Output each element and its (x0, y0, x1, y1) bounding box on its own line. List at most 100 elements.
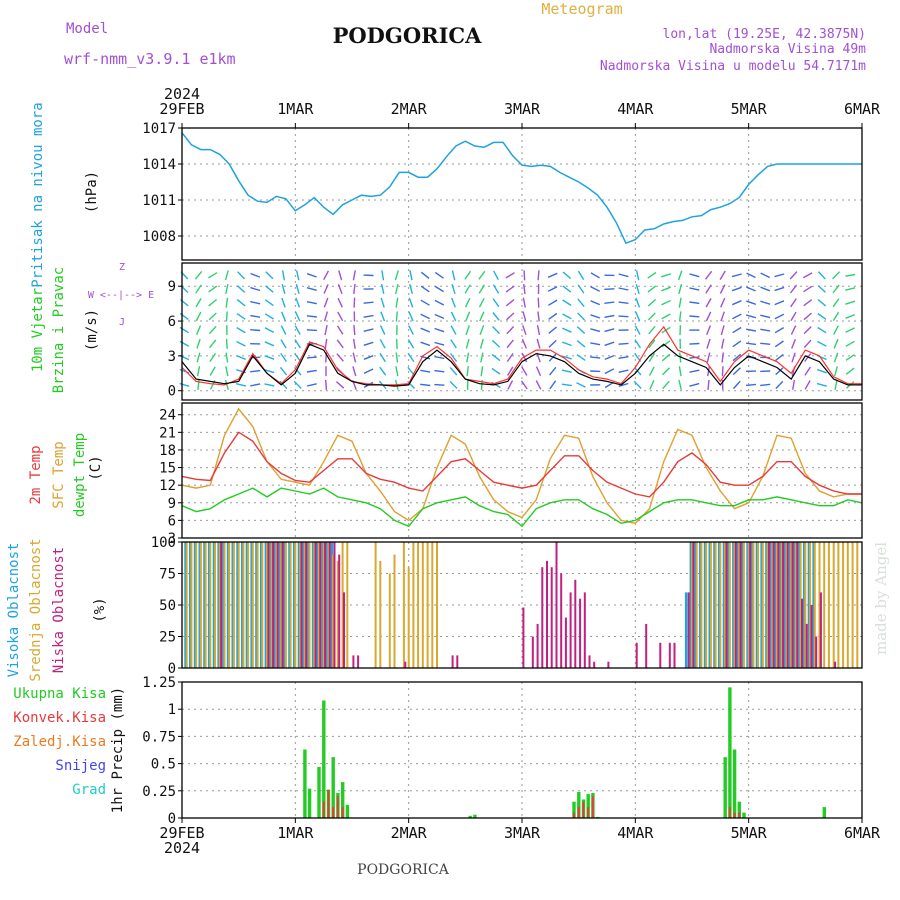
mid-cloud-bar (251, 542, 254, 668)
wind-arrow (250, 369, 261, 373)
mid-cloud-bar (823, 542, 826, 668)
mid-cloud-bar (242, 542, 245, 668)
high-cloud-bar (222, 542, 225, 668)
legend-convective-rain: Konvek.Kisa (13, 710, 106, 726)
wind-arrow (689, 382, 700, 387)
wind-arrow (363, 355, 374, 360)
wind-arrow (577, 284, 585, 294)
wind-arrow (337, 311, 344, 322)
low-cloud-bar (607, 661, 610, 668)
wind-arrow (323, 270, 330, 281)
wind-arrow (720, 297, 726, 308)
wind-arrow (604, 368, 615, 375)
mid-cloud-bar (204, 542, 207, 668)
high-cloud-bar (736, 542, 740, 668)
high-cloud-bar (316, 542, 319, 668)
bottom-time-tick: 5MAR (731, 824, 768, 842)
wind-arrow (434, 271, 444, 279)
convective-rain-bar (582, 801, 585, 818)
total-rain-bar (737, 801, 741, 818)
wind-arrow (379, 352, 386, 363)
high-cloud-bar (769, 542, 773, 668)
legend-snow: Snijeg (55, 758, 106, 774)
low-cloud-bar (768, 542, 770, 668)
wind-arrow (537, 297, 540, 308)
wind-arrow (465, 311, 471, 322)
wind-arrow (549, 366, 557, 376)
low-cloud-bar (574, 579, 577, 668)
wind-arrow (395, 283, 399, 295)
mid-cloud-bar (813, 542, 816, 668)
mid-cloud-bar (846, 542, 849, 668)
wind-arrow (549, 380, 557, 390)
y-tick-label: 12 (159, 478, 176, 494)
wind-arrow (590, 286, 601, 292)
wind-arrow (209, 366, 216, 376)
wind-arrow (816, 368, 827, 374)
mid-cloud-bar (794, 542, 797, 668)
wind-arrow (337, 297, 343, 308)
bottom-time-tick: 6MAR (844, 824, 881, 842)
wind-arrow (450, 311, 457, 322)
wind-arrow (363, 301, 374, 304)
high-cloud-bar (722, 542, 726, 668)
wind-arrow (395, 352, 399, 363)
wind-arrow (465, 338, 470, 349)
mid-cloud-bar (299, 542, 302, 668)
wind-arrow (408, 325, 414, 335)
low-cloud-bar (456, 655, 459, 668)
mid-cloud-bar (421, 542, 424, 668)
wind-legend-we: W <--|--> E (88, 290, 154, 301)
low-cloud-bar (536, 623, 539, 668)
wind-arrow (760, 383, 771, 387)
wind-arrow (224, 379, 229, 390)
wind-arrow (535, 366, 542, 377)
top-time-tick: 4MAR (617, 100, 654, 118)
high-cloud-bar (274, 542, 277, 668)
wind-arrow (363, 314, 374, 318)
high-cloud-bar (207, 542, 211, 668)
mid-cloud-bar (199, 542, 202, 668)
low-cloud-bar (588, 655, 591, 668)
wind-arrow (706, 338, 711, 349)
wind-arrow (464, 297, 471, 308)
wind-arrow (590, 342, 601, 346)
wind-arrow (505, 299, 515, 307)
y-tick-label: 3 (168, 349, 176, 365)
mid-cloud-bar (289, 542, 292, 668)
wind-arrow (760, 314, 771, 319)
mid-cloud-bar (757, 542, 760, 668)
model-elevation-label: Nadmorska Visina u modelu 54.7171m (600, 59, 866, 74)
wind-arrow (548, 312, 558, 320)
wind-arrow (506, 312, 515, 321)
wind-arrow (635, 284, 640, 294)
wind-arrow (745, 328, 757, 332)
mid-cloud-bar (804, 542, 807, 668)
high-cloud-bar (741, 542, 744, 668)
wind-arrow (491, 367, 501, 375)
wind-arrow (705, 311, 712, 322)
low-cloud-bar (692, 542, 695, 668)
wind-arrow (678, 366, 682, 377)
y-tick-label: 1.25 (142, 675, 176, 691)
mid-cloud-bar (747, 542, 750, 668)
wind-arrow (721, 338, 725, 349)
wind-arrow (194, 270, 203, 280)
y-tick-label: 50 (159, 598, 176, 614)
legend-hail: Grad (72, 782, 106, 798)
wind-arrow (832, 284, 840, 294)
wind-arrow (337, 284, 343, 294)
mid-cloud-bar (256, 542, 259, 668)
wind-arrow (324, 338, 328, 349)
high-cloud-bar (798, 542, 801, 668)
top-time-tick: 1MAR (277, 100, 314, 118)
wind-arrow (420, 285, 430, 293)
high-cloud-bar (321, 542, 324, 668)
wind-arrow (832, 271, 841, 280)
wind-arrow (420, 327, 431, 333)
wind-arrow (774, 313, 785, 320)
wind-arrow (250, 300, 261, 305)
total-rain-bar (303, 749, 307, 818)
wind-arrow (522, 311, 527, 322)
mid-cloud-bar (336, 560, 339, 668)
